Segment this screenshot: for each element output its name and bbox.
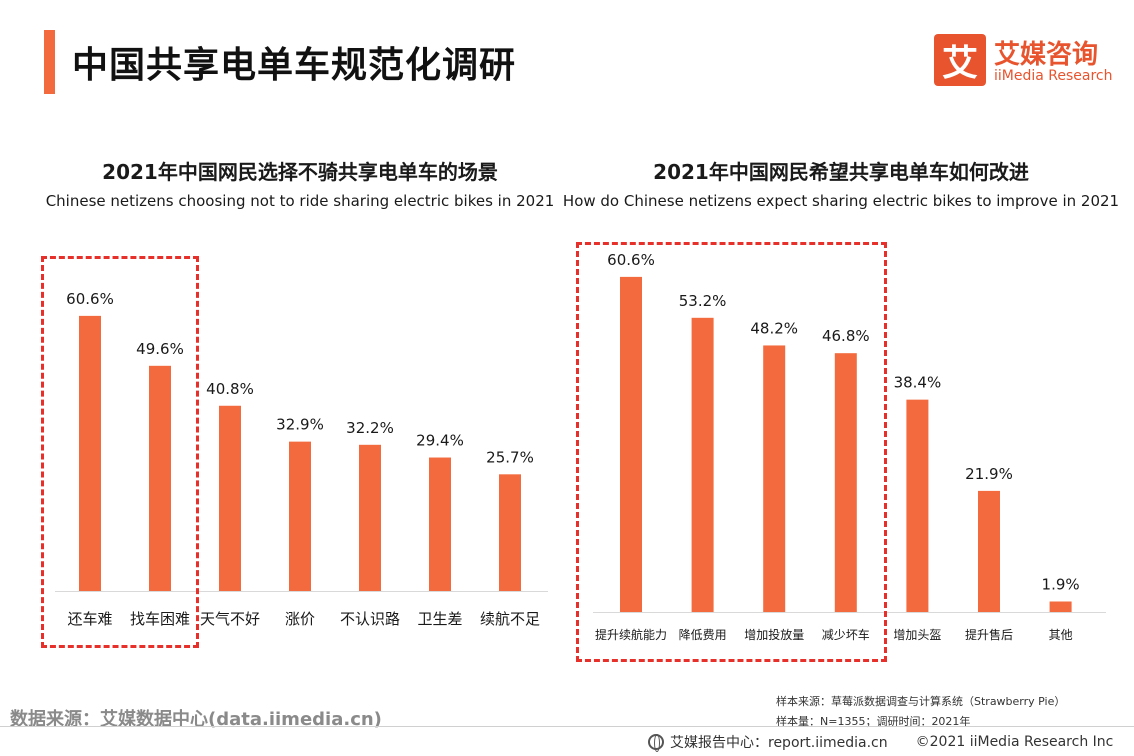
bar-value-label: 21.9%	[965, 465, 1013, 483]
category-label: 涨价	[285, 610, 315, 628]
bar	[1049, 601, 1072, 612]
bar	[906, 399, 929, 612]
category-label: 降低费用	[679, 628, 727, 642]
logo-mark-icon: 艾	[934, 34, 986, 86]
bar-value-label: 40.8%	[206, 380, 254, 398]
category-label: 还车难	[67, 610, 112, 628]
category-label: 找车困难	[130, 610, 190, 628]
bar	[289, 441, 311, 591]
page-title: 中国共享电单车规范化调研	[72, 45, 517, 86]
footer-divider	[0, 726, 1134, 727]
left-highlight-box	[41, 256, 199, 648]
iimedia-logo: 艾 艾媒咨询 iiMedia Research	[934, 34, 1114, 90]
bar-value-label: 46.8%	[822, 327, 870, 345]
bar	[834, 353, 857, 612]
category-label: 天气不好	[200, 610, 260, 628]
category-label: 不认识路	[340, 610, 400, 628]
bar	[978, 490, 1000, 612]
left-chart-title: 2021年中国网民选择不骑共享电单车的场景	[102, 160, 498, 184]
category-label: 增加投放量	[744, 627, 804, 642]
bar-value-label: 38.4%	[894, 374, 942, 392]
bar	[149, 365, 171, 591]
logo-name-en: iiMedia Research	[994, 68, 1113, 84]
bar	[219, 405, 241, 591]
bar	[359, 444, 381, 591]
category-label: 增加头盔	[893, 627, 941, 642]
bar	[763, 345, 786, 612]
bar-value-label: 32.2%	[346, 419, 394, 437]
bar-value-label: 25.7%	[486, 448, 534, 466]
bar-value-label: 29.4%	[416, 432, 464, 450]
bar-value-label: 32.9%	[276, 416, 324, 434]
bar	[620, 276, 642, 612]
category-label: 卫生差	[417, 610, 462, 628]
right-chart-title: 2021年中国网民希望共享电单车如何改进	[653, 160, 1029, 184]
report-center-link[interactable]: 艾媒报告中心：report.iimedia.cn	[670, 735, 888, 751]
bar-value-label: 53.2%	[679, 292, 727, 310]
copyright: ©2021 iiMedia Research Inc	[915, 734, 1114, 750]
footer-bar: 艾媒报告中心：report.iimedia.cn ©2021 iiMedia R…	[648, 732, 1113, 752]
bar	[691, 317, 714, 612]
globe-icon	[648, 734, 664, 752]
category-label: 其他	[1049, 628, 1073, 642]
bar	[79, 315, 101, 591]
title-accent-bar	[44, 30, 55, 94]
category-label: 提升售后	[965, 627, 1013, 642]
bar	[499, 474, 521, 591]
bar	[429, 457, 451, 591]
bar-value-label: 60.6%	[607, 251, 655, 269]
bar-value-label: 48.2%	[750, 319, 798, 337]
bar-value-label: 60.6%	[66, 290, 114, 308]
category-label: 续航不足	[480, 610, 540, 628]
category-label: 提升续航能力	[595, 627, 667, 642]
category-label: 减少坏车	[822, 627, 870, 642]
logo-name-cn: 艾媒咨询	[994, 40, 1099, 70]
sample-source: 样本来源：草莓派数据调查与计算系统（Strawberry Pie）	[776, 695, 1066, 708]
sample-size: 样本量：N=1355；调研时间：2021年	[776, 715, 971, 728]
bar-value-label: 1.9%	[1042, 575, 1080, 593]
bar-value-label: 49.6%	[136, 340, 184, 358]
right-highlight-box	[576, 242, 887, 662]
right-chart-subtitle: How do Chinese netizens expect sharing e…	[562, 192, 1120, 210]
left-chart-subtitle: Chinese netizens choosing not to ride sh…	[45, 192, 555, 210]
data-source: 数据来源：艾媒数据中心(data.iimedia.cn)	[10, 709, 382, 730]
